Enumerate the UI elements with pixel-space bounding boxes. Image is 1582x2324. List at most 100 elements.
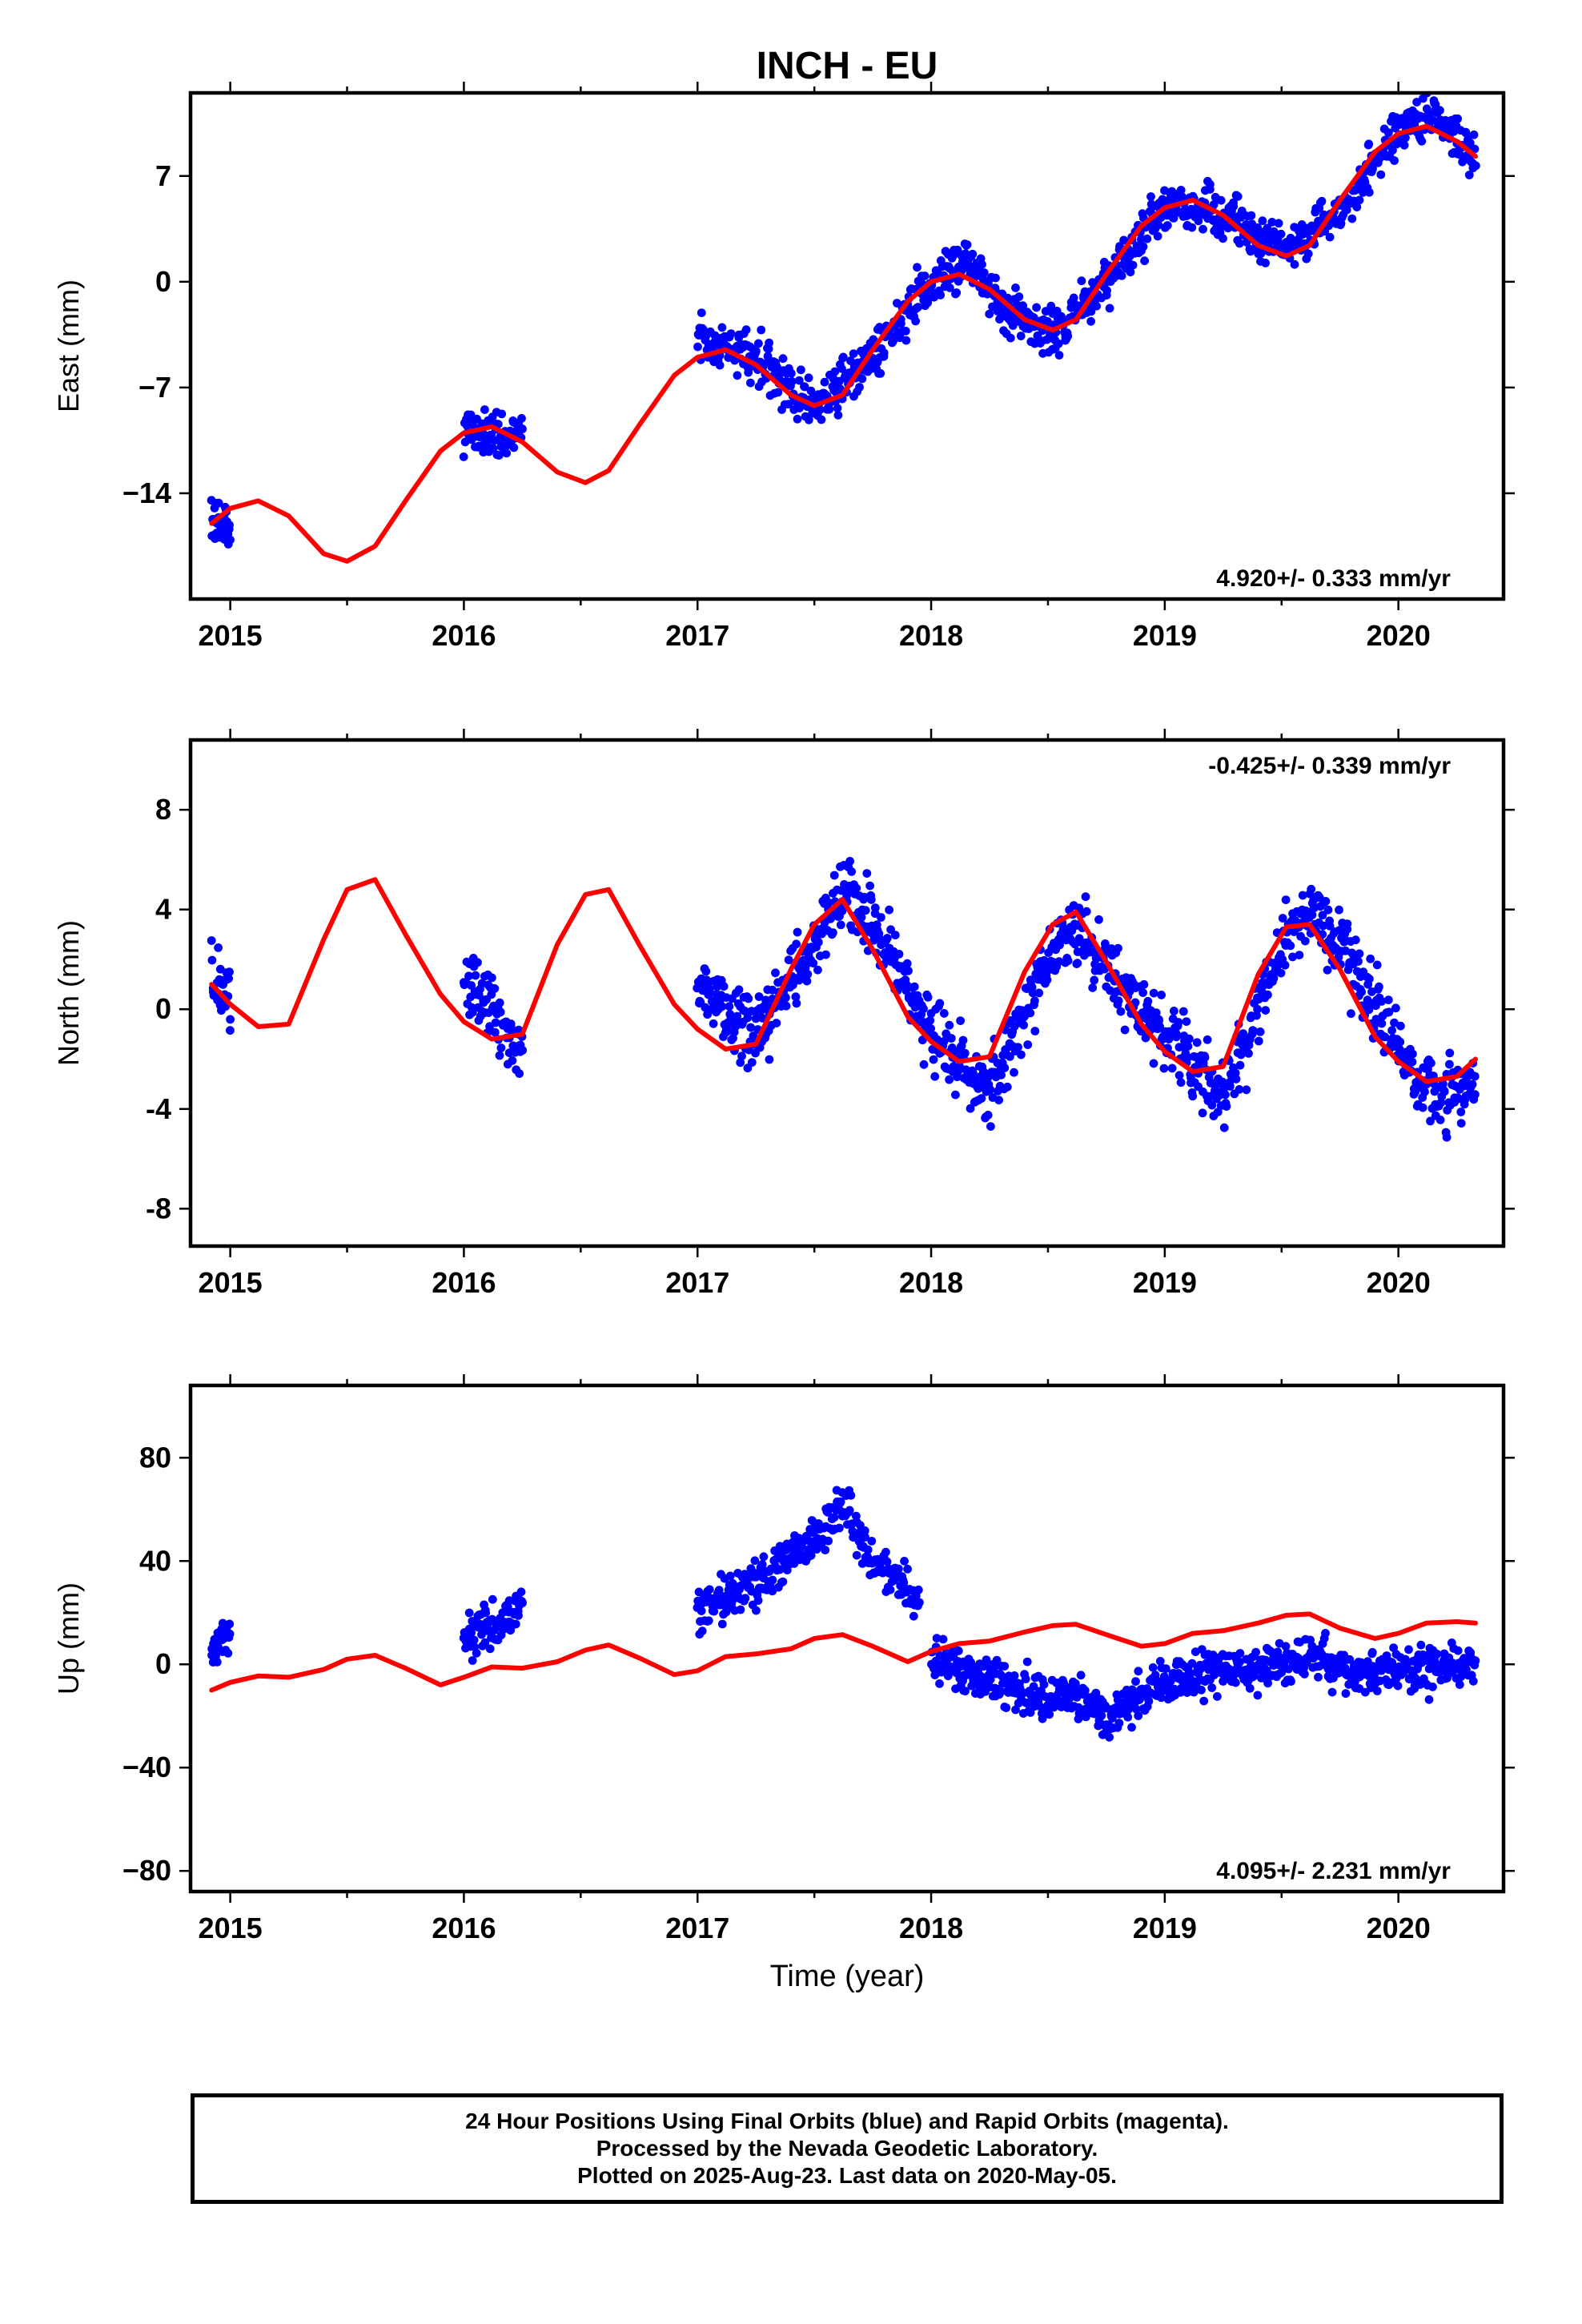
north-data-point xyxy=(1139,979,1149,989)
north-data-point xyxy=(1420,1088,1429,1096)
east-data-point xyxy=(1187,223,1197,232)
north-data-point xyxy=(1167,1063,1177,1073)
north-x-tick-label: 2017 xyxy=(665,1266,729,1299)
east-data-point xyxy=(1086,316,1095,326)
north-data-point xyxy=(765,1055,774,1064)
north-data-point xyxy=(781,1001,791,1011)
north-data-point xyxy=(225,967,234,977)
north-data-point xyxy=(862,869,872,878)
north-data-point xyxy=(1351,935,1360,945)
north-data-point xyxy=(1226,1082,1235,1091)
north-data-point xyxy=(1254,1036,1263,1046)
north-data-point xyxy=(877,913,885,922)
up-data-point xyxy=(1155,1657,1165,1666)
up-data-point xyxy=(757,1560,767,1569)
north-data-point xyxy=(1280,960,1290,970)
up-data-point xyxy=(852,1550,861,1560)
north-data-point xyxy=(902,959,912,968)
east-data-point xyxy=(985,309,994,319)
north-data-point xyxy=(1094,915,1103,924)
up-data-point xyxy=(1251,1647,1260,1657)
up-data-point xyxy=(852,1511,861,1521)
east-data-point xyxy=(1247,211,1256,220)
up-data-point xyxy=(1468,1676,1478,1686)
north-data-point xyxy=(1042,975,1052,984)
east-data-point xyxy=(773,388,783,397)
north-data-point xyxy=(1307,911,1317,919)
east-data-point xyxy=(1325,232,1335,242)
north-plot-frame xyxy=(188,738,1506,1248)
east-data-point xyxy=(226,535,235,545)
north-data-point xyxy=(1380,1032,1390,1042)
north-data-point xyxy=(491,1018,500,1027)
east-data-point xyxy=(502,448,512,458)
up-data-point xyxy=(1071,1679,1080,1688)
east-data-point xyxy=(1194,216,1203,226)
east-data-point xyxy=(1092,301,1101,311)
east-data-point xyxy=(1401,133,1410,143)
north-data-point xyxy=(518,1046,528,1055)
east-data-point xyxy=(757,325,766,335)
up-data-point xyxy=(1471,1656,1480,1666)
north-data-point xyxy=(1017,1050,1026,1059)
east-data-point xyxy=(1317,196,1327,206)
up-data-point xyxy=(1021,1675,1030,1684)
east-data-point xyxy=(1018,301,1027,311)
north-data-point xyxy=(1231,1075,1241,1084)
north-data-point xyxy=(1010,1068,1018,1077)
up-data-point xyxy=(1245,1683,1255,1693)
north-data-point xyxy=(1307,884,1316,894)
north-data-point xyxy=(791,992,801,1002)
north-data-point xyxy=(865,881,874,891)
north-data-point xyxy=(1141,1033,1150,1043)
north-data-point xyxy=(809,959,818,968)
up-data-point xyxy=(1074,1708,1084,1718)
north-data-point xyxy=(741,1007,749,1016)
up-data-point xyxy=(1022,1657,1032,1667)
east-data-point xyxy=(876,368,885,378)
up-data-point xyxy=(1114,1719,1124,1728)
north-data-point xyxy=(1355,949,1364,959)
east-data-point xyxy=(778,354,788,364)
east-data-point xyxy=(518,424,527,434)
up-data-point xyxy=(1011,1705,1020,1715)
up-data-point xyxy=(709,1606,719,1616)
north-data-point xyxy=(1242,1085,1251,1095)
north-data-point xyxy=(1384,1007,1394,1017)
north-data-point xyxy=(1157,991,1166,999)
up-data-point xyxy=(861,1533,869,1542)
north-data-point xyxy=(904,966,913,975)
east-data-point xyxy=(1162,221,1172,230)
north-data-point xyxy=(468,1007,477,1017)
up-data-point xyxy=(938,1634,948,1644)
east-data-point xyxy=(715,360,725,370)
east-x-tick-label: 2016 xyxy=(432,619,496,652)
up-data-point xyxy=(1131,1677,1140,1687)
up-data-point xyxy=(1428,1683,1437,1691)
north-data-point xyxy=(1445,1059,1454,1069)
north-data-point xyxy=(1347,1009,1355,1019)
north-data-point xyxy=(882,934,892,943)
north-data-point xyxy=(1174,1071,1184,1080)
east-data-point xyxy=(752,347,761,356)
north-data-point xyxy=(749,1031,758,1040)
north-data-point xyxy=(1203,1035,1212,1044)
east-data-point xyxy=(1235,239,1244,248)
north-panel: 2015 2016 2017 2018 2019 2020 8 4 0 -4 -8 North (mm… xyxy=(52,729,1515,1299)
north-data-point xyxy=(1261,1006,1271,1015)
north-data-point xyxy=(744,994,753,1003)
up-data-point xyxy=(1186,1670,1195,1679)
up-plot-frame xyxy=(188,1383,1506,1894)
east-data-point xyxy=(797,365,805,375)
north-data-point xyxy=(960,1048,970,1058)
east-data-point xyxy=(1119,235,1128,245)
up-data-point xyxy=(464,1608,474,1618)
north-model-line xyxy=(209,877,1478,1084)
north-data-point xyxy=(1295,951,1304,959)
north-data-point xyxy=(1387,1026,1396,1035)
north-data-point xyxy=(1255,1027,1265,1036)
up-data-point xyxy=(961,1687,970,1696)
east-data-point xyxy=(1011,283,1020,292)
east-data-point xyxy=(1032,303,1041,312)
east-data-point xyxy=(793,414,802,424)
